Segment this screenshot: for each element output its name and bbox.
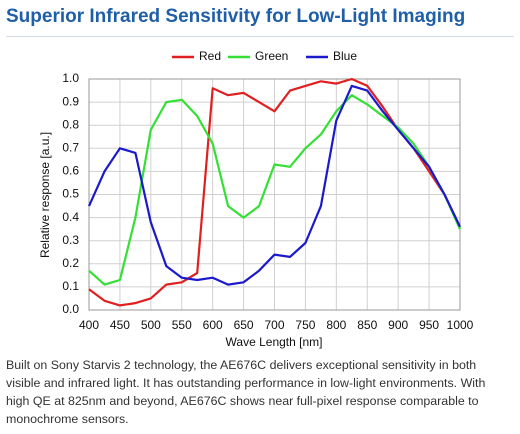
legend-label: Green — [255, 49, 288, 63]
legend-label: Blue — [333, 49, 357, 63]
x-tick-label: 900 — [388, 318, 408, 332]
x-tick-label: 600 — [203, 318, 223, 332]
y-tick-label: 0.9 — [62, 94, 79, 108]
plot-frame — [88, 78, 461, 311]
legend-label: Red — [199, 49, 221, 63]
caption: Built on Sony Starvis 2 technology, the … — [6, 358, 486, 426]
y-tick-label: 0.8 — [62, 117, 79, 131]
y-tick-label: 0.5 — [62, 187, 79, 201]
y-tick-label: 0.6 — [62, 164, 79, 178]
x-tick-label: 700 — [264, 318, 284, 332]
y-tick-label: 0.4 — [62, 210, 79, 224]
title-rule — [6, 36, 514, 37]
y-tick-label: 1.0 — [62, 71, 79, 85]
chart: Wave Length [nm] Relative response [a.u.… — [38, 49, 474, 349]
x-tick-label: 450 — [110, 318, 130, 332]
x-tick-label: 500 — [141, 318, 161, 332]
y-axis-label: Relative response [a.u.] — [38, 132, 52, 258]
x-axis-label: Wave Length [nm] — [226, 335, 323, 349]
x-tick-label: 950 — [419, 318, 439, 332]
x-tick-label: 750 — [295, 318, 315, 332]
x-tick-label: 1000 — [447, 318, 474, 332]
x-tick-label: 550 — [172, 318, 192, 332]
x-tick-label: 800 — [326, 318, 346, 332]
y-tick-label: 0.2 — [62, 256, 79, 270]
x-tick-label: 850 — [357, 318, 377, 332]
page-title: Superior Infrared Sensitivity for Low-Li… — [6, 6, 466, 27]
y-tick-label: 0.1 — [62, 279, 79, 293]
series-line — [88, 94, 462, 286]
series-line — [87, 84, 461, 286]
x-tick-label: 400 — [79, 318, 99, 332]
y-tick-label: 0.7 — [62, 140, 79, 154]
x-tick-label: 650 — [234, 318, 254, 332]
y-tick-label: 0.3 — [62, 233, 79, 247]
y-tick-label: 0.0 — [62, 302, 79, 316]
